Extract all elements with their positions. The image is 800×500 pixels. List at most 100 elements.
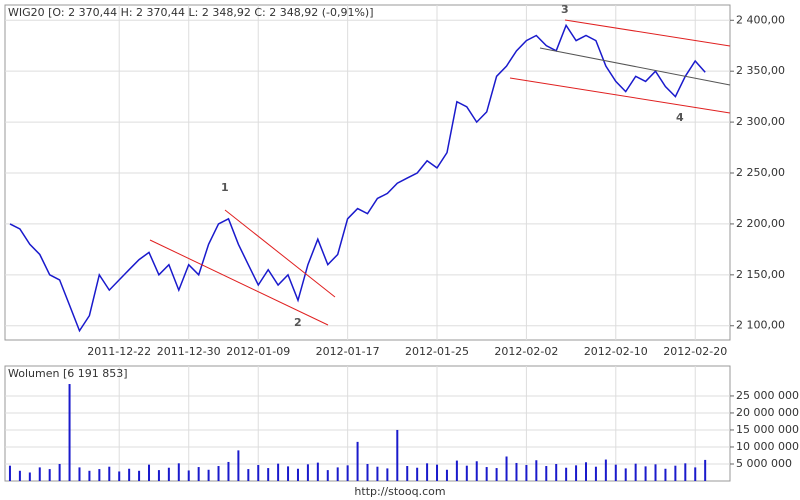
volume-bar [555,463,558,481]
volume-bar [217,466,220,481]
volume-bar [277,463,280,481]
price-line [9,23,706,333]
volume-bar [505,456,508,481]
x-tick-label: 2011-12-30 [157,345,221,358]
volume-bar [18,470,21,481]
volume-bar [535,460,538,481]
wave-label: 3 [561,3,569,16]
trend-line [539,47,731,86]
volume-bar [326,470,329,481]
x-tick-label: 2011-12-22 [87,345,151,358]
volume-bar [684,463,687,481]
x-tick-label: 2012-02-20 [663,345,727,358]
volume-bar [187,470,190,481]
volume-bar [227,461,230,481]
volume-bar [48,469,51,481]
volume-bar [654,464,657,481]
volume-bar [644,466,647,481]
volume-bar [118,471,121,481]
volume-bar [207,469,210,481]
volume-bar [88,470,91,481]
price-panel [4,4,731,341]
y-tick-label: 15 000 000 [736,423,799,436]
volume-bar [624,468,627,481]
volume-bar [257,465,260,481]
y-tick-label: 5 000 000 [736,457,792,470]
volume-bar [237,450,240,481]
volume-bar [296,468,299,481]
volume-bar [386,468,389,481]
x-tick-label: 2012-01-09 [226,345,290,358]
volume-bar [287,466,290,481]
trend-lines [149,19,731,326]
footer: http://stooq.com [354,485,445,498]
volume-bar [594,466,597,481]
volume-bar [78,467,81,481]
volume-bar [565,467,568,481]
x-tick-label: 2012-02-10 [584,345,648,358]
volume-bar [157,470,160,481]
wave-label: 2 [294,316,302,329]
volume-bar [148,464,151,481]
volume-bar [346,465,349,481]
x-tick-label: 2012-01-17 [316,345,380,358]
volume-bar [664,468,667,481]
volume-bar [694,467,697,481]
trend-line [149,239,329,326]
volume-bar [416,467,419,481]
volume-bar [316,462,319,481]
volume-bar [138,470,141,481]
trend-line [509,77,731,114]
trend-line [224,209,336,298]
volume-bar [197,467,200,481]
volume-bar [356,441,359,481]
volume-bar [267,468,270,481]
volume-bar [455,460,458,481]
x-tick-label: 2012-01-25 [405,345,469,358]
volume-bar [58,463,61,481]
volume-bar [634,463,637,481]
volume-bar [584,462,587,481]
volume-title: Wolumen [6 191 853] [8,367,128,380]
volume-bar [28,472,31,481]
volume-bar [485,467,488,481]
volume-bar [167,467,170,481]
y-tick-label: 2 350,00 [736,64,785,77]
volume-bar [177,463,180,481]
volume-bar [436,464,439,481]
volume-bar [674,465,677,481]
volume-bar [614,464,617,481]
volume-bar [108,466,111,481]
x-tick-label: 2012-02-02 [494,345,558,358]
volume-bar [247,469,250,481]
y-tick-label: 2 150,00 [736,268,785,281]
volume-bar [604,459,607,481]
volume-bar [366,463,369,481]
volume-bar [336,467,339,481]
volume-bar [575,465,578,481]
volume-bar [426,463,429,481]
volume-bar [396,429,399,481]
volume-bar [128,468,131,481]
volume-bar [515,462,518,481]
volume-bar [406,466,409,481]
volume-bar [704,459,707,481]
volume-bar [465,465,468,481]
volume-bar [525,465,528,481]
layer: 2 100,00 2 150,00 2 200,00 2 250,00 2 300,00… [5,5,799,481]
volume-bar [306,464,309,481]
volume-panel [4,365,731,482]
wave-label: 1 [221,181,229,194]
volume-bar [8,465,11,481]
y-tick-label: 2 400,00 [736,13,785,26]
wave-label: 4 [676,111,684,124]
chart-title: WIG20 [O: 2 370,44 H: 2 370,44 L: 2 348,… [8,6,374,19]
volume-bar [475,461,478,481]
volume-bar [495,468,498,481]
y-tick-label: 2 250,00 [736,166,785,179]
volume-bar [38,467,41,481]
volume-bar [376,466,379,481]
y-tick-label: 2 100,00 [736,319,785,332]
